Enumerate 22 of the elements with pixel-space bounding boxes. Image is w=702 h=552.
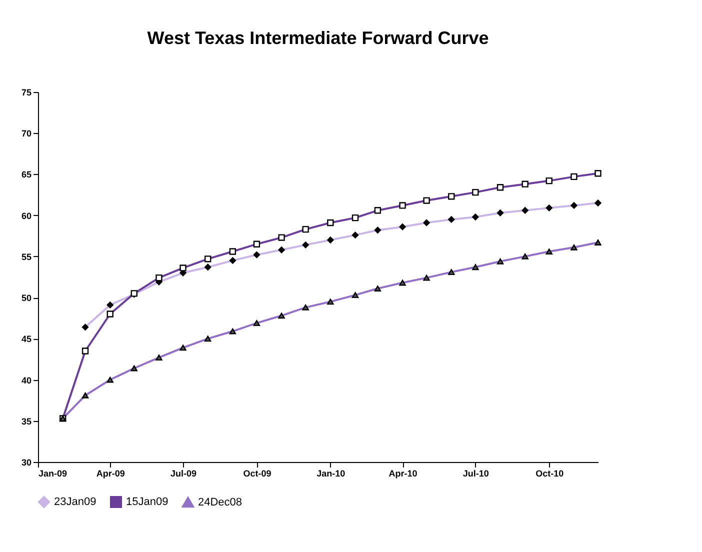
- x-tick-label: Jul-10: [462, 468, 489, 478]
- x-tick-label: Jul-09: [170, 468, 197, 478]
- y-tick-label: 55: [21, 252, 32, 262]
- x-tick-label: Jan-10: [316, 468, 346, 478]
- y-tick-label: 35: [21, 416, 32, 426]
- x-tick-label: Oct-10: [536, 468, 564, 478]
- y-tick-label: 75: [21, 88, 32, 98]
- y-tick-label: 45: [21, 334, 32, 344]
- y-tick-label: 50: [21, 293, 32, 304]
- x-tick-label: Jan-09: [38, 468, 68, 478]
- x-tick-label: Oct-09: [243, 468, 272, 478]
- y-tick-label: 70: [21, 128, 32, 139]
- chart-title: West Texas Intermediate Forward Curve: [147, 28, 489, 48]
- x-tick-label: Apr-09: [96, 468, 125, 478]
- legend-label: 24Dec08: [198, 496, 242, 508]
- legend-label: 15Jan09: [126, 496, 168, 508]
- y-tick-label: 40: [21, 375, 32, 386]
- y-tick-label: 30: [21, 458, 32, 468]
- y-tick-label: 60: [21, 210, 32, 221]
- x-tick-label: Apr-10: [388, 468, 418, 478]
- y-tick-label: 65: [21, 170, 32, 180]
- legend-label: 23Jan09: [54, 496, 96, 508]
